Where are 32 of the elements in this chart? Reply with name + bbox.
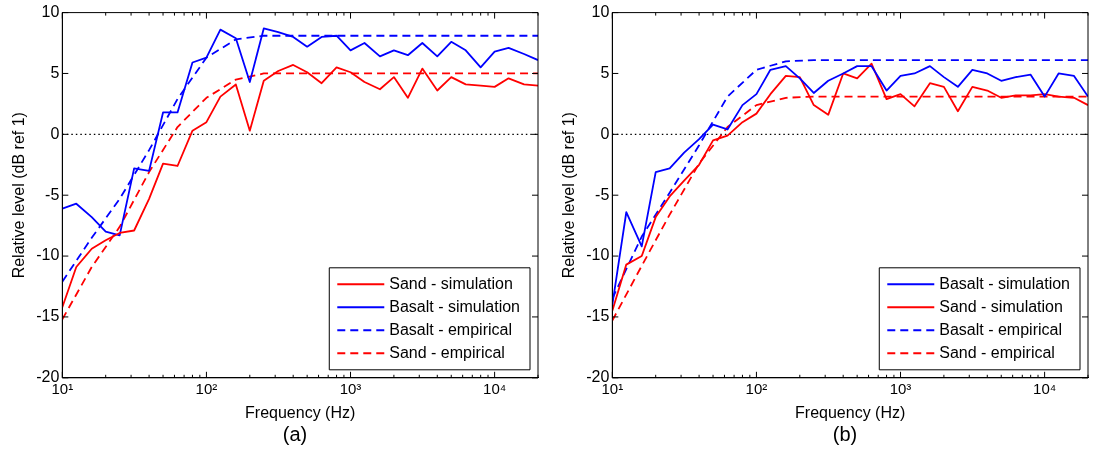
x-axis-title: Frequency (Hz) <box>795 403 906 421</box>
x-tick-label: 10³ <box>889 379 912 397</box>
x-tick-label: 10⁴ <box>483 379 507 397</box>
y-tick-label: 10 <box>41 3 60 21</box>
text: (a) <box>281 423 309 446</box>
legend-label: Basalt - simulation <box>939 274 1070 292</box>
x-tick-label: 10² <box>745 379 768 397</box>
y-tick-label: 5 <box>50 63 60 81</box>
legend-label: Basalt - empirical <box>939 320 1062 338</box>
y-tick-label: -5 <box>45 185 60 203</box>
legend-label: Basalt - empirical <box>389 320 512 338</box>
legend-label: Sand - simulation <box>939 297 1063 315</box>
y-tick-label: -10 <box>586 246 610 264</box>
legend-label: Sand - empirical <box>389 343 505 361</box>
legend-label: Sand - simulation <box>389 274 513 292</box>
y-tick-label: 0 <box>50 124 60 142</box>
legend-label: Sand - empirical <box>939 343 1055 361</box>
x-axis-title: Frequency (Hz) <box>245 403 356 421</box>
legend-label: Basalt - simulation <box>389 297 520 315</box>
x-tick-label: 10³ <box>339 379 362 397</box>
y-axis-title: Relative level (dB ref 1) <box>560 112 578 279</box>
text: (b) <box>831 423 859 446</box>
y-tick-label: 5 <box>600 63 610 81</box>
x-tick-label: 10⁴ <box>1033 379 1057 397</box>
y-tick-label: 10 <box>591 3 610 21</box>
y-axis-title: Relative level (dB ref 1) <box>10 112 28 279</box>
y-tick-label: -15 <box>586 307 610 325</box>
y-tick-label: -10 <box>36 246 60 264</box>
y-tick-label: -5 <box>595 185 610 203</box>
y-tick-label: 0 <box>600 124 610 142</box>
x-tick-label: 10² <box>195 379 218 397</box>
y-tick-label: -15 <box>36 307 60 325</box>
